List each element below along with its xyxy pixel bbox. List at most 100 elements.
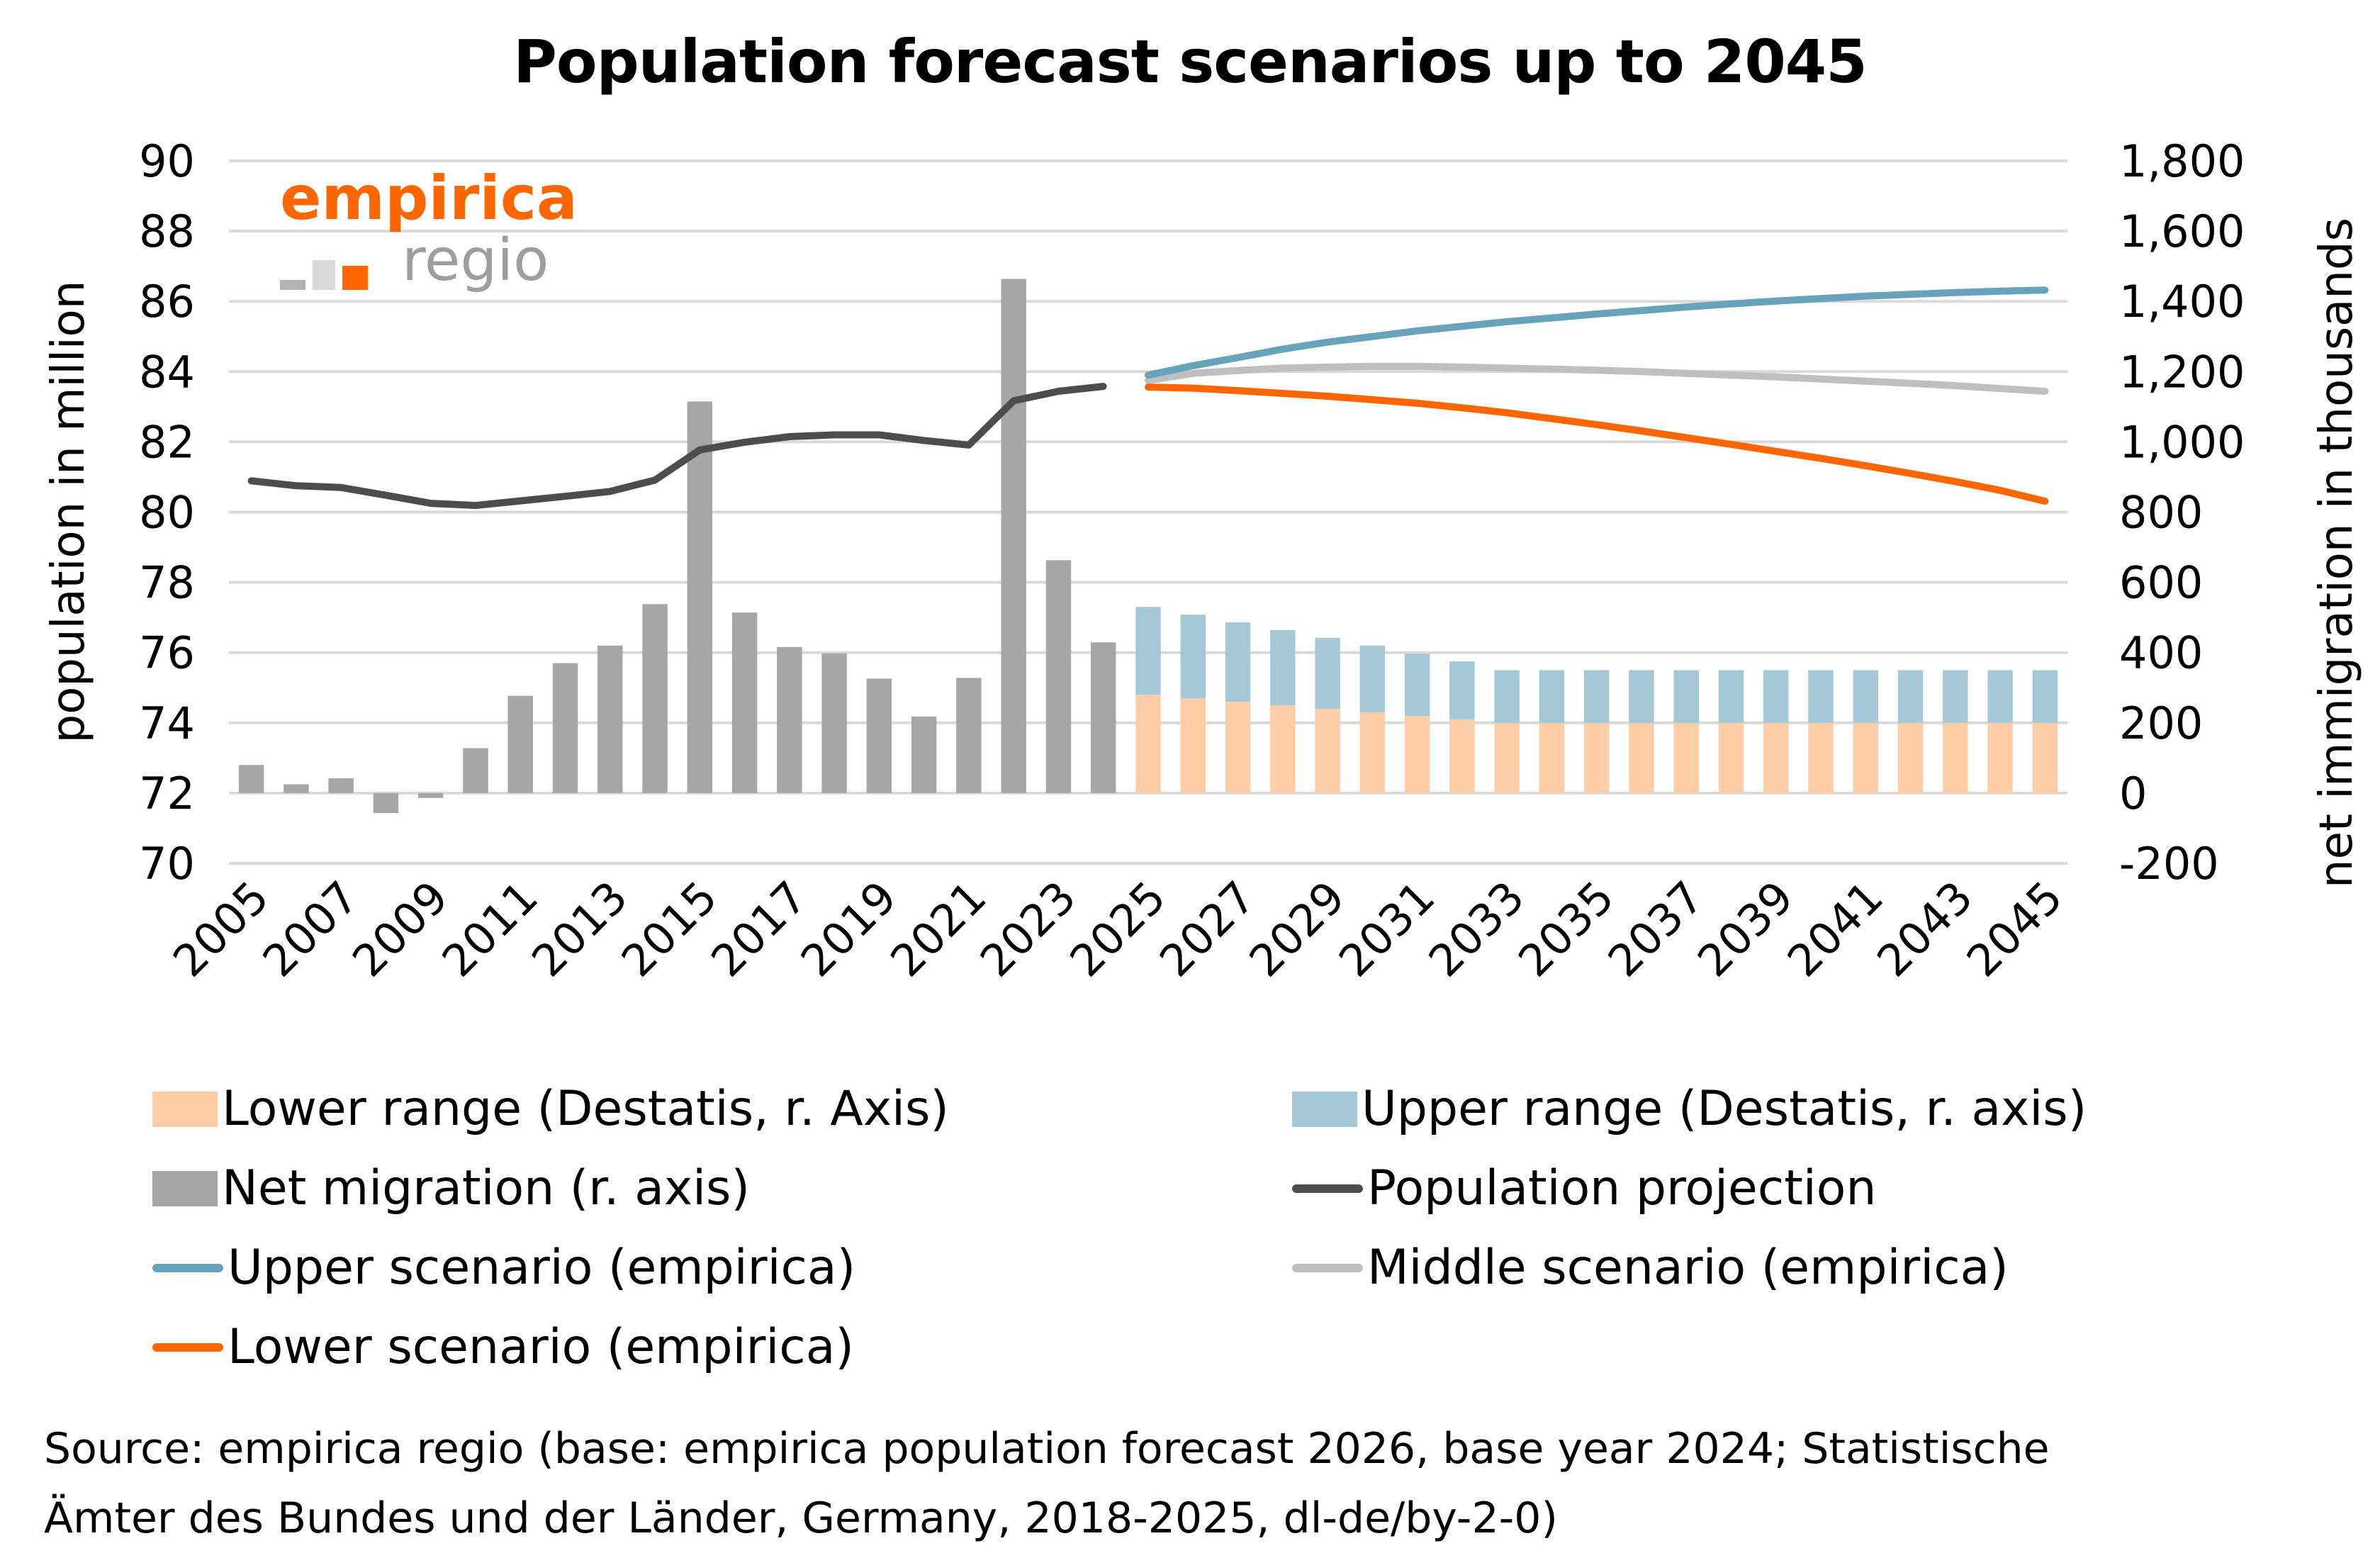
bar-net-migration [417, 792, 444, 798]
line-middle-scenario [1145, 362, 2049, 395]
bar-net-migration [866, 678, 892, 793]
legend-item-middle-scenario[interactable]: Middle scenario (empirica) [1292, 1240, 2009, 1296]
legend-swatch [152, 1342, 223, 1352]
source-line-2: Ämter des Bundes und der Länder, Germany… [44, 1493, 1558, 1543]
legend-swatch [1292, 1091, 1357, 1127]
bar-lower-range [1853, 722, 1879, 793]
legend-label: Lower scenario (empirica) [228, 1319, 854, 1375]
legend-item-upper-scenario[interactable]: Upper scenario (empirica) [152, 1240, 855, 1296]
left-axis-tick-label: 76 [139, 627, 195, 679]
chart-title: Population forecast scenarios up to 2045 [513, 27, 1867, 96]
bar-upper-range [1180, 615, 1206, 699]
bar-upper-range [1853, 670, 1879, 723]
bar-net-migration [463, 748, 488, 793]
x-axis-tick-label: 2035 [1508, 871, 1624, 987]
x-axis-tick-label: 2011 [432, 871, 548, 987]
bar-lower-range [1180, 698, 1206, 793]
bar-net-migration [507, 695, 533, 793]
right-axis-tick-label: 1,400 [2119, 276, 2245, 327]
legend-label: Population projection [1367, 1160, 1877, 1216]
bar-net-migration [642, 604, 668, 793]
bar-lower-range [1987, 722, 2013, 793]
bar-net-migration [1091, 642, 1116, 793]
x-axis-tick-label: 2027 [1150, 871, 1265, 987]
bar-lower-range [1539, 722, 1565, 793]
bar-lower-range [1225, 702, 1251, 793]
bar-upper-range [1270, 629, 1296, 706]
bar-lower-range [1808, 722, 1834, 793]
logo-square-medium [313, 260, 335, 290]
bar-upper-range [1404, 654, 1430, 716]
legend-item-upper-range[interactable]: Upper range (Destatis, r. axis) [1292, 1081, 2087, 1137]
left-axis-tick-label: 72 [139, 768, 195, 819]
lines [247, 286, 2049, 510]
bar-lower-range [2032, 722, 2058, 793]
legend-label: Upper range (Destatis, r. axis) [1362, 1081, 2087, 1137]
bar-lower-range [1404, 715, 1430, 793]
right-axis-ticks: 1,800 1,600 1,400 1,200 1,000 800 600 400 200 0 -2… [2119, 135, 2245, 890]
legend-swatch [1292, 1184, 1363, 1193]
bar-upper-range [1539, 670, 1565, 723]
bar-net-migration [1045, 560, 1072, 793]
right-axis-tick-label: 200 [2119, 697, 2203, 749]
logo-brand: empirica [280, 163, 578, 234]
bar-lower-range [1359, 712, 1386, 793]
bar-net-migration [597, 645, 623, 793]
x-axis-tick-label: 2043 [1867, 871, 1982, 987]
bar-upper-range [1763, 670, 1789, 723]
left-axis-tick-label: 70 [139, 838, 195, 890]
legend-item-population-projection[interactable]: Population projection [1292, 1160, 1876, 1216]
bar-upper-range [1135, 607, 1161, 695]
legend-label: Upper scenario (empirica) [228, 1240, 856, 1296]
bar-upper-range [1629, 670, 1654, 723]
left-axis-title: population in million [43, 281, 95, 744]
x-axis-tick-label: 2015 [612, 871, 727, 987]
right-axis-tick-label: 1,800 [2119, 135, 2245, 187]
x-axis-tick-label: 2009 [342, 871, 458, 987]
bar-upper-range [1673, 670, 1699, 723]
bar-upper-range [1225, 622, 1251, 702]
x-axis-tick-label: 2021 [880, 871, 996, 987]
right-axis-tick-label: 600 [2119, 557, 2203, 609]
bar-upper-range [1315, 637, 1340, 709]
x-axis-tick-label: 2023 [970, 871, 1086, 987]
left-axis-tick-label: 88 [139, 206, 195, 257]
bar-upper-range [1449, 661, 1475, 719]
x-axis-tick-label: 2029 [1239, 871, 1354, 987]
x-axis-ticks: 2005200720092011201320152017201920212023… [163, 871, 2072, 987]
x-axis-tick-label: 2031 [1329, 871, 1444, 987]
logo-sub: regio [402, 227, 549, 294]
right-axis-tick-label: -200 [2119, 838, 2219, 890]
bar-upper-range [2032, 670, 2058, 723]
bar-upper-range [1897, 670, 1924, 723]
x-axis-tick-label: 2037 [1598, 871, 1714, 987]
x-axis-tick-label: 2019 [791, 871, 906, 987]
bar-lower-range [1583, 722, 1610, 793]
legend-swatch [152, 1263, 223, 1272]
bar-lower-range [1494, 722, 1520, 793]
bar-lower-range [1629, 722, 1654, 793]
legend-label: Net migration (r. axis) [222, 1160, 751, 1216]
bar-upper-range [1943, 670, 1968, 723]
bar-net-migration [284, 784, 309, 793]
bar-lower-range [1943, 722, 1968, 793]
right-axis-tick-label: 800 [2119, 487, 2203, 539]
right-axis-tick-label: 0 [2119, 768, 2147, 819]
bar-upper-range [1718, 670, 1744, 723]
bar-net-migration [1001, 279, 1026, 793]
x-axis-tick-label: 2017 [701, 871, 816, 987]
legend-item-lower-range[interactable]: Lower range (Destatis, r. Axis) [152, 1081, 949, 1137]
left-axis-tick-label: 86 [139, 276, 195, 327]
x-axis-tick-label: 2025 [1060, 871, 1175, 987]
legend-swatch [152, 1091, 218, 1127]
legend-item-net-migration[interactable]: Net migration (r. axis) [152, 1160, 750, 1216]
logo-square-orange [342, 266, 368, 290]
bar-upper-range [1494, 670, 1520, 723]
empirica-regio-logo: empirica regio [280, 167, 578, 290]
legend-label: Lower range (Destatis, r. Axis) [222, 1081, 949, 1137]
legend-item-lower-scenario[interactable]: Lower scenario (empirica) [152, 1319, 854, 1375]
bar-lower-range [1673, 722, 1699, 793]
x-axis-tick-label: 2039 [1688, 871, 1803, 987]
bar-net-migration [777, 646, 802, 793]
